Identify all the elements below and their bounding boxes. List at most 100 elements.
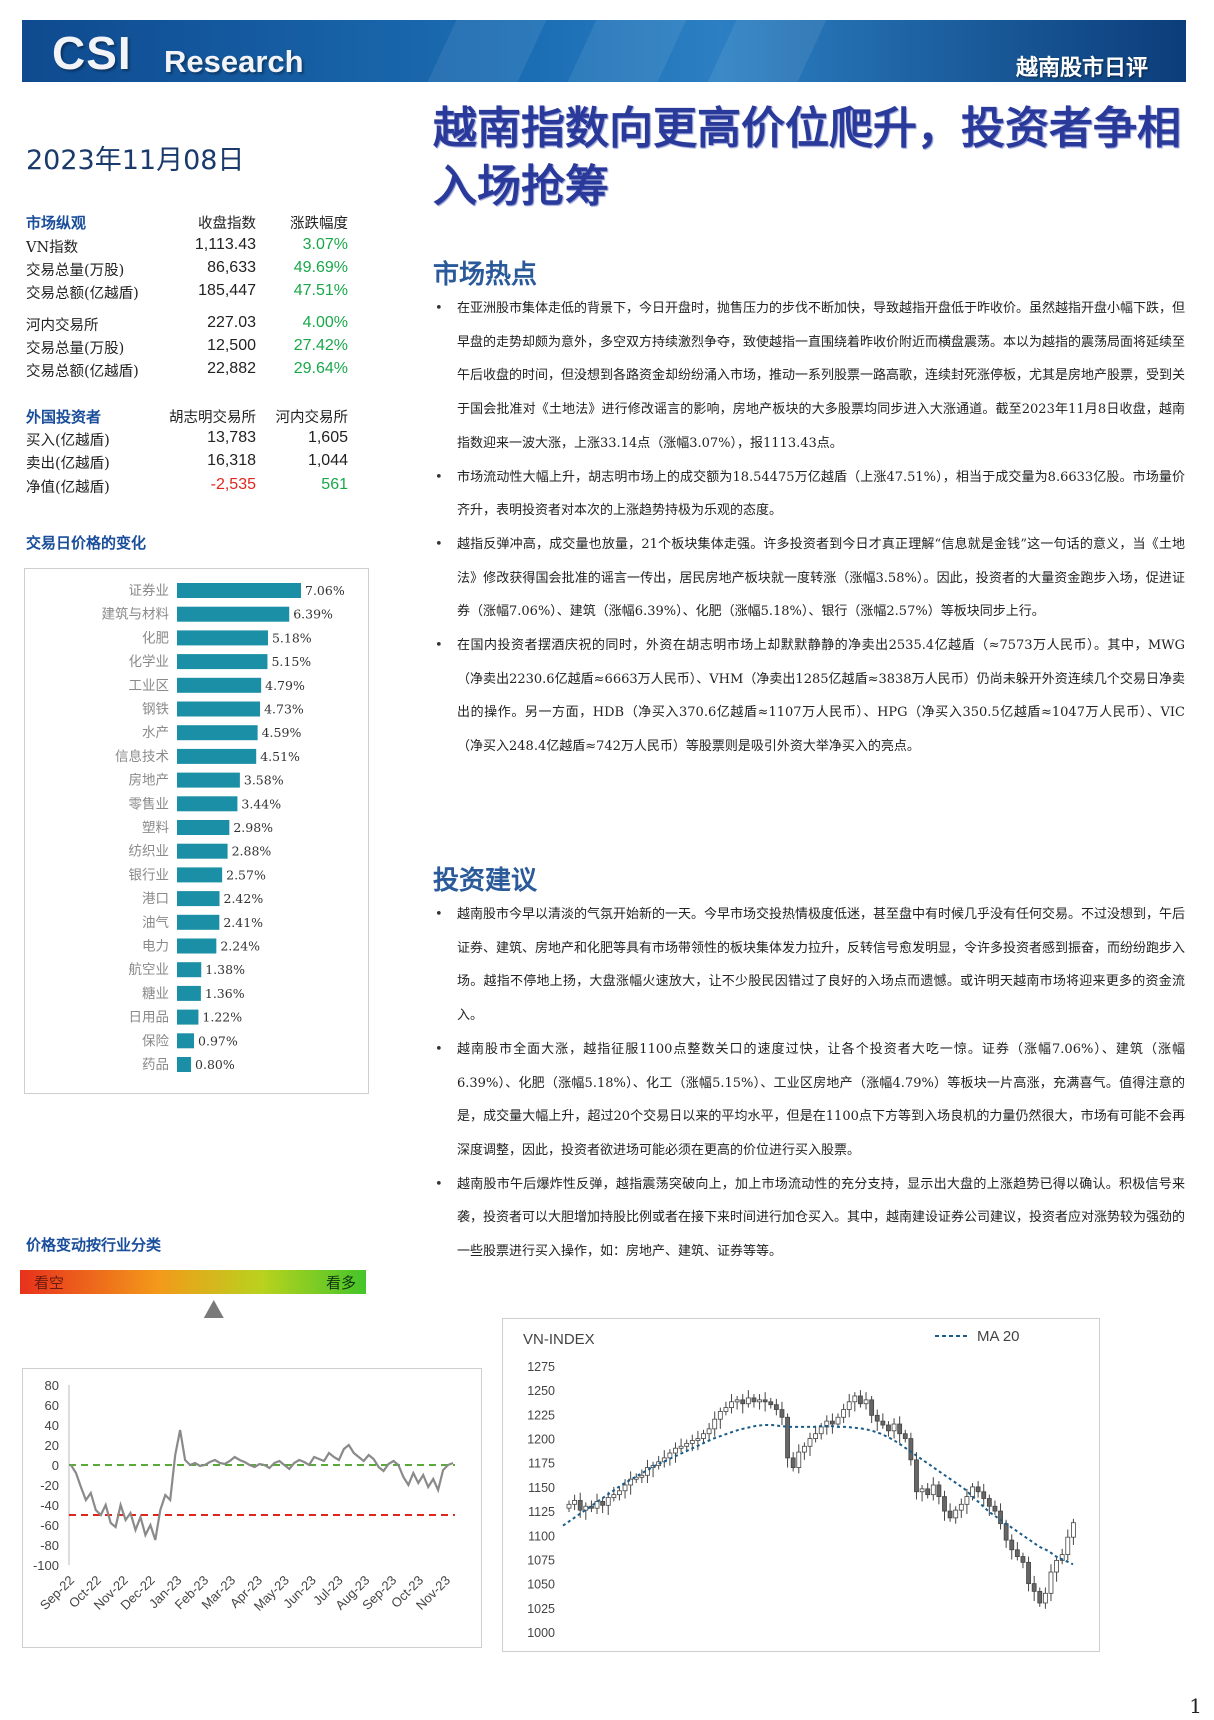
candle-body — [835, 1416, 841, 1425]
sector-bar — [177, 748, 257, 764]
candle-body — [886, 1424, 891, 1432]
candle-body — [801, 1445, 807, 1453]
candle-body — [986, 1498, 992, 1507]
sector-value-label: 0.97% — [198, 1033, 238, 1048]
y-tick-label: 0 — [52, 1458, 59, 1473]
candle-body — [863, 1399, 869, 1405]
sector-category-label: 药品 — [142, 1057, 169, 1073]
row-value: 12,500 — [207, 337, 256, 354]
bullish-label: 看多 — [325, 1274, 356, 1292]
list-item: 在亚洲股市集体走低的背景下，今日开盘时，抛售压力的步伐不断加快，导致越指开盘低于… — [433, 292, 1185, 461]
candle-body — [902, 1433, 908, 1439]
candle-body — [701, 1433, 706, 1439]
sector-value-label: 0.80% — [195, 1057, 235, 1072]
row-hnx-value: 1,605 — [307, 429, 348, 446]
row-change: 27.42% — [293, 337, 348, 354]
sector-value-label: 4.79% — [265, 678, 305, 693]
candle-body — [790, 1457, 796, 1468]
list-item: 越指反弹冲高，成交量也放量，21个板块集体走强。许多投资者到今日才真正理解“信息… — [433, 528, 1185, 629]
candle-body — [981, 1491, 987, 1499]
foreign-investors-header: 外国投资者 胡志明交易所 河内交易所 — [26, 406, 356, 428]
sector-value-label: 2.41% — [223, 915, 263, 930]
col-hose-header: 胡志明交易所 — [169, 410, 256, 426]
candle-body — [572, 1500, 578, 1505]
sector-bar — [177, 985, 201, 1001]
y-tick-label: 1200 — [527, 1433, 555, 1447]
candle-body — [869, 1399, 875, 1416]
sector-category-label: 纺织业 — [129, 844, 170, 860]
col-close-header: 收盘指数 — [198, 216, 256, 232]
sector-value-label: 3.44% — [241, 796, 281, 811]
candle-body — [1065, 1536, 1071, 1556]
y-tick-label: -40 — [40, 1498, 59, 1513]
candle-body — [717, 1411, 723, 1420]
bearish-label: 看空 — [34, 1274, 65, 1292]
legend-label: MA 20 — [977, 1328, 1020, 1345]
list-item: 市场流动性大幅上升，胡志明市场上的成交额为18.54475万亿越盾（上涨47.5… — [433, 461, 1185, 528]
sector-bar — [177, 677, 262, 693]
candle-body — [779, 1409, 785, 1418]
candle-body — [964, 1496, 970, 1505]
table-row: 交易总额(亿越盾) 22,882 29.64% — [26, 360, 356, 382]
y-tick-label: 1025 — [527, 1602, 555, 1616]
table-row: 交易总量(万股) 12,500 27.42% — [26, 337, 356, 359]
sector-bar — [177, 820, 230, 835]
sector-category-label: 建筑与材料 — [102, 607, 170, 623]
advice-list: 越南股市今早以清淡的气氛开始新的一天。今早市场交投热情极度低迷，甚至盘中有时候几… — [433, 898, 1185, 1269]
page-number: 1 — [1189, 1694, 1202, 1718]
sentiment-gauge: 看空 看多 — [20, 1270, 366, 1294]
list-item: 越南股市午后爆炸性反弹，越指震荡突破向上，加上市场流动性的充分支持，显示出大盘的… — [433, 1168, 1185, 1269]
sector-value-label: 2.57% — [226, 867, 266, 882]
table-row: 卖出(亿越盾) 16,318 1,044 — [26, 452, 356, 474]
candle-body — [852, 1395, 858, 1403]
candle-body — [998, 1510, 1003, 1525]
candle-body — [1054, 1560, 1059, 1573]
headline: 越南指数向更高价位爬升，投资者争相入场抢筹 — [433, 103, 1181, 212]
sector-value-label: 2.98% — [233, 820, 273, 835]
candle-body — [600, 1501, 606, 1506]
candle-body — [846, 1401, 852, 1410]
candle-body — [1014, 1549, 1020, 1557]
candle-body — [1059, 1554, 1065, 1561]
row-change: 3.07% — [302, 236, 348, 253]
sector-bar — [177, 796, 238, 812]
row-change: 49.69% — [293, 259, 348, 276]
candle-body — [796, 1451, 802, 1468]
y-tick-label: 1250 — [527, 1384, 555, 1398]
foreign-investors-title: 外国投资者 — [26, 408, 102, 426]
row-change: 47.51% — [293, 282, 348, 299]
y-tick-label: -20 — [40, 1478, 59, 1493]
list-item: 越南股市全面大涨，越指征服1100点整数关口的速度过快，让各个投资者大吃一惊。证… — [433, 1033, 1185, 1168]
candle-body — [773, 1404, 779, 1410]
candle-body — [1009, 1539, 1015, 1551]
y-tick-label: 60 — [45, 1398, 59, 1413]
candle-body — [1003, 1523, 1009, 1541]
candle-body — [830, 1420, 835, 1425]
sector-category-label: 塑料 — [142, 820, 169, 836]
sector-value-label: 1.38% — [205, 962, 245, 977]
candle-body — [891, 1423, 897, 1432]
sector-bar-chart-svg: 证券业 7.06% 建筑与材料 6.39% 化肥 5.18% 化学业 5.15% 工业区 4.79… — [102, 583, 345, 1073]
candle-body — [874, 1414, 880, 1422]
sector-bar — [177, 654, 268, 670]
candle-body — [695, 1438, 701, 1441]
sector-category-label: 日用品 — [129, 1010, 170, 1026]
row-label: 交易总量(万股) — [26, 263, 125, 279]
row-label: 卖出(亿越盾) — [26, 456, 110, 472]
candle-body — [785, 1416, 790, 1459]
candle-body — [914, 1459, 919, 1493]
candle-body — [566, 1503, 572, 1509]
sector-value-label: 4.73% — [264, 702, 304, 717]
sector-bar — [177, 938, 217, 954]
sector-category-label: 证券业 — [129, 583, 170, 599]
sector-value-label: 3.58% — [244, 773, 284, 788]
market-overview-title: 市场纵观 — [26, 214, 87, 232]
candle-body — [925, 1488, 931, 1496]
row-label: 交易总量(万股) — [26, 341, 125, 357]
sector-bar — [177, 962, 202, 978]
advice-title: 投资建议 — [433, 866, 538, 896]
row-label: 买入(亿越盾) — [26, 433, 110, 449]
candle-body — [1037, 1590, 1043, 1604]
candle-body — [975, 1486, 981, 1493]
ma20-line — [562, 1424, 1074, 1566]
